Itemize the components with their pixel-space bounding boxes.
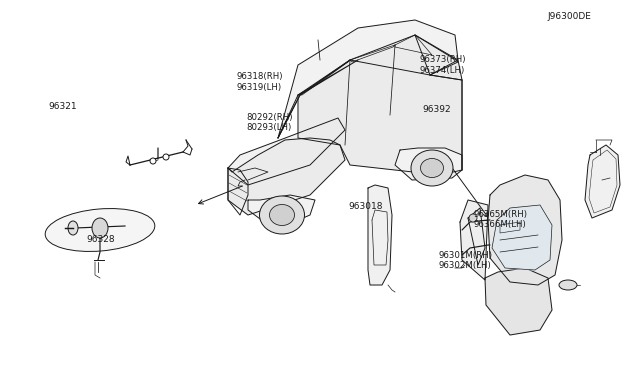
Circle shape	[150, 158, 156, 164]
Text: 963018: 963018	[349, 202, 383, 211]
Ellipse shape	[45, 209, 155, 251]
Polygon shape	[485, 268, 552, 335]
Polygon shape	[278, 20, 458, 138]
Polygon shape	[298, 35, 462, 175]
Text: 96301M(RH)
96302M(LH): 96301M(RH) 96302M(LH)	[438, 251, 492, 270]
Circle shape	[163, 154, 169, 160]
Ellipse shape	[259, 196, 305, 234]
Text: 96373(RH)
96374(LH): 96373(RH) 96374(LH)	[419, 55, 466, 75]
Polygon shape	[228, 138, 345, 215]
Text: J96300DE: J96300DE	[547, 12, 591, 21]
Circle shape	[469, 214, 477, 222]
Text: 96365M(RH)
96366M(LH): 96365M(RH) 96366M(LH)	[474, 210, 527, 229]
Polygon shape	[585, 145, 620, 218]
Ellipse shape	[68, 221, 78, 235]
Polygon shape	[468, 208, 485, 265]
Ellipse shape	[269, 205, 294, 225]
Polygon shape	[368, 185, 392, 285]
Polygon shape	[395, 148, 462, 180]
Ellipse shape	[411, 150, 453, 186]
Text: 96392: 96392	[422, 105, 451, 114]
Polygon shape	[228, 118, 345, 185]
Polygon shape	[488, 175, 562, 285]
Ellipse shape	[420, 158, 444, 177]
Polygon shape	[248, 195, 315, 230]
Polygon shape	[460, 200, 488, 280]
Ellipse shape	[92, 218, 108, 238]
Text: 96328: 96328	[86, 235, 115, 244]
Text: 80292(RH)
80293(LH): 80292(RH) 80293(LH)	[246, 113, 293, 132]
Polygon shape	[492, 205, 552, 270]
Ellipse shape	[559, 280, 577, 290]
Text: 96318(RH)
96319(LH): 96318(RH) 96319(LH)	[237, 72, 284, 92]
Text: 96321: 96321	[48, 102, 77, 110]
